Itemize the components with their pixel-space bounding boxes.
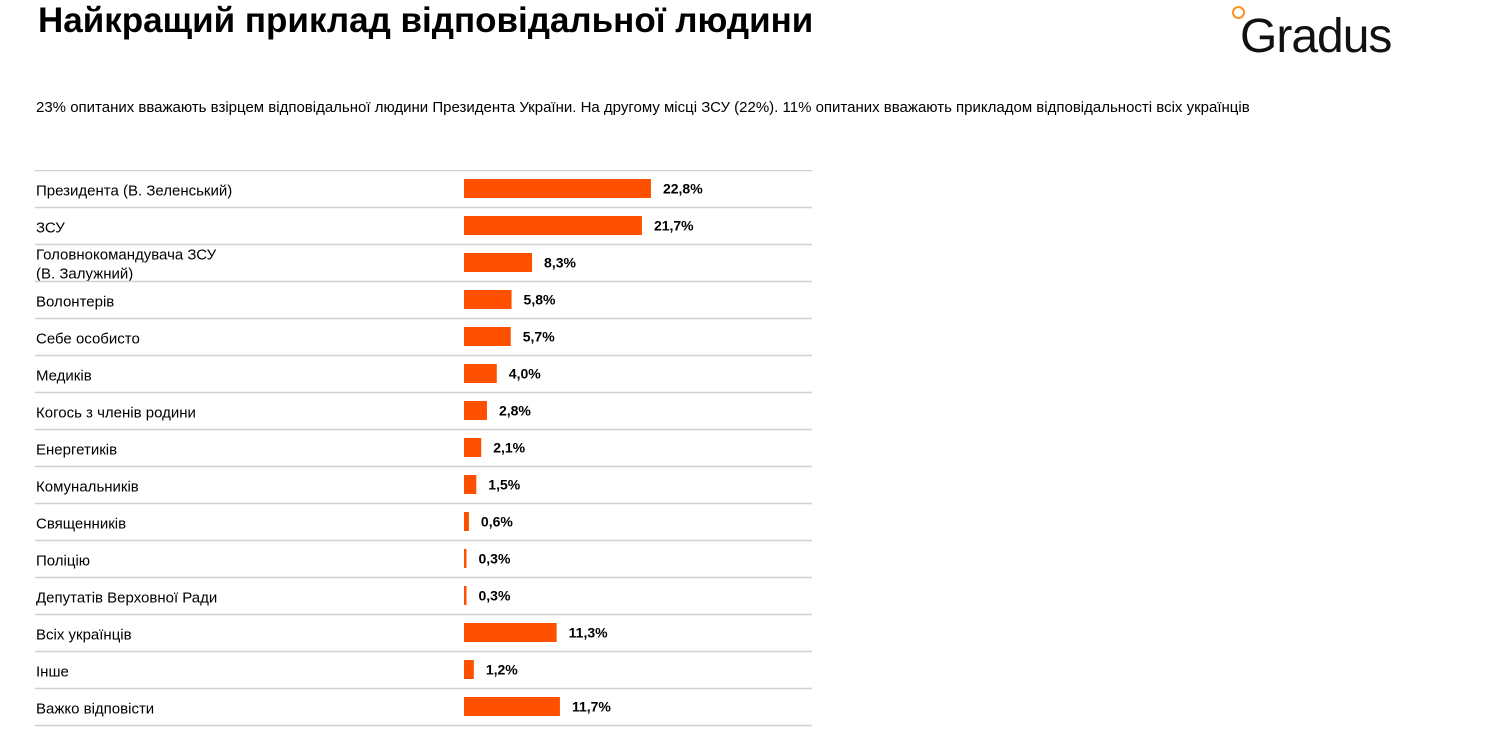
bar <box>464 549 467 568</box>
category-label: Медиків <box>36 368 92 385</box>
bar-chart: Президента (В. Зеленський) 22,8% ЗСУ 21,7% Г… <box>35 170 812 730</box>
chart-subtitle: 23% опитаних вважають взірцем відповідал… <box>36 99 1250 116</box>
data-label: 0,3% <box>479 588 511 604</box>
category-label: ЗСУ <box>36 220 65 237</box>
bar <box>464 179 651 198</box>
category-label: Когось з членів родини <box>36 405 196 422</box>
category-label: Важко відповісти <box>36 701 154 718</box>
bar <box>464 327 511 346</box>
bar-chart-svg: Президента (В. Зеленський) 22,8% ЗСУ 21,7% Г… <box>35 170 812 727</box>
bar <box>464 512 469 531</box>
logo-dot-icon <box>1232 6 1245 19</box>
data-label: 0,3% <box>479 551 511 567</box>
data-label: 8,3% <box>544 255 576 271</box>
data-label: 21,7% <box>654 218 694 234</box>
category-label: Поліцію <box>36 553 90 570</box>
data-label: 5,8% <box>524 292 556 308</box>
bar <box>464 364 497 383</box>
bar <box>464 253 533 272</box>
data-label: 22,8% <box>663 181 703 197</box>
data-label: 4,0% <box>509 366 541 382</box>
data-label: 1,2% <box>486 662 518 678</box>
category-label: Волонтерів <box>36 294 114 311</box>
category-label: Президента (В. Зеленський) <box>36 183 232 200</box>
data-label: 2,8% <box>499 403 531 419</box>
category-label: Священників <box>36 516 126 533</box>
bar <box>464 290 512 309</box>
logo-text: Gradus <box>1240 10 1392 63</box>
page-title: Найкращий приклад відповідальної людини <box>38 1 814 40</box>
bar <box>464 623 557 642</box>
category-label: Себе особисто <box>36 331 140 348</box>
data-label: 0,6% <box>481 514 513 530</box>
decorative-mark <box>1188 736 1191 739</box>
category-label: Всіх українців <box>36 627 132 644</box>
category-label: Головнокомандувача ЗСУ (В. Залужний) <box>36 247 217 283</box>
category-label: Депутатів Верховної Ради <box>36 590 217 607</box>
data-label: 2,1% <box>493 440 525 456</box>
category-label: Інше <box>36 664 69 681</box>
data-label: 11,3% <box>569 625 608 641</box>
bar <box>464 660 474 679</box>
bar <box>464 697 560 716</box>
category-label: Енергетиків <box>36 442 117 459</box>
bar <box>464 475 477 494</box>
data-label: 11,7% <box>572 699 611 715</box>
bar <box>464 401 487 420</box>
gradus-logo: Gradus <box>1230 4 1440 68</box>
bar <box>464 216 642 235</box>
category-label-line: (В. Залужний) <box>36 266 133 283</box>
category-label: Комунальників <box>36 479 139 496</box>
data-label: 1,5% <box>488 477 520 493</box>
bar <box>464 586 467 605</box>
category-label-line: Головнокомандувача ЗСУ <box>36 247 217 264</box>
bar <box>464 438 482 457</box>
data-label: 5,7% <box>523 329 555 345</box>
